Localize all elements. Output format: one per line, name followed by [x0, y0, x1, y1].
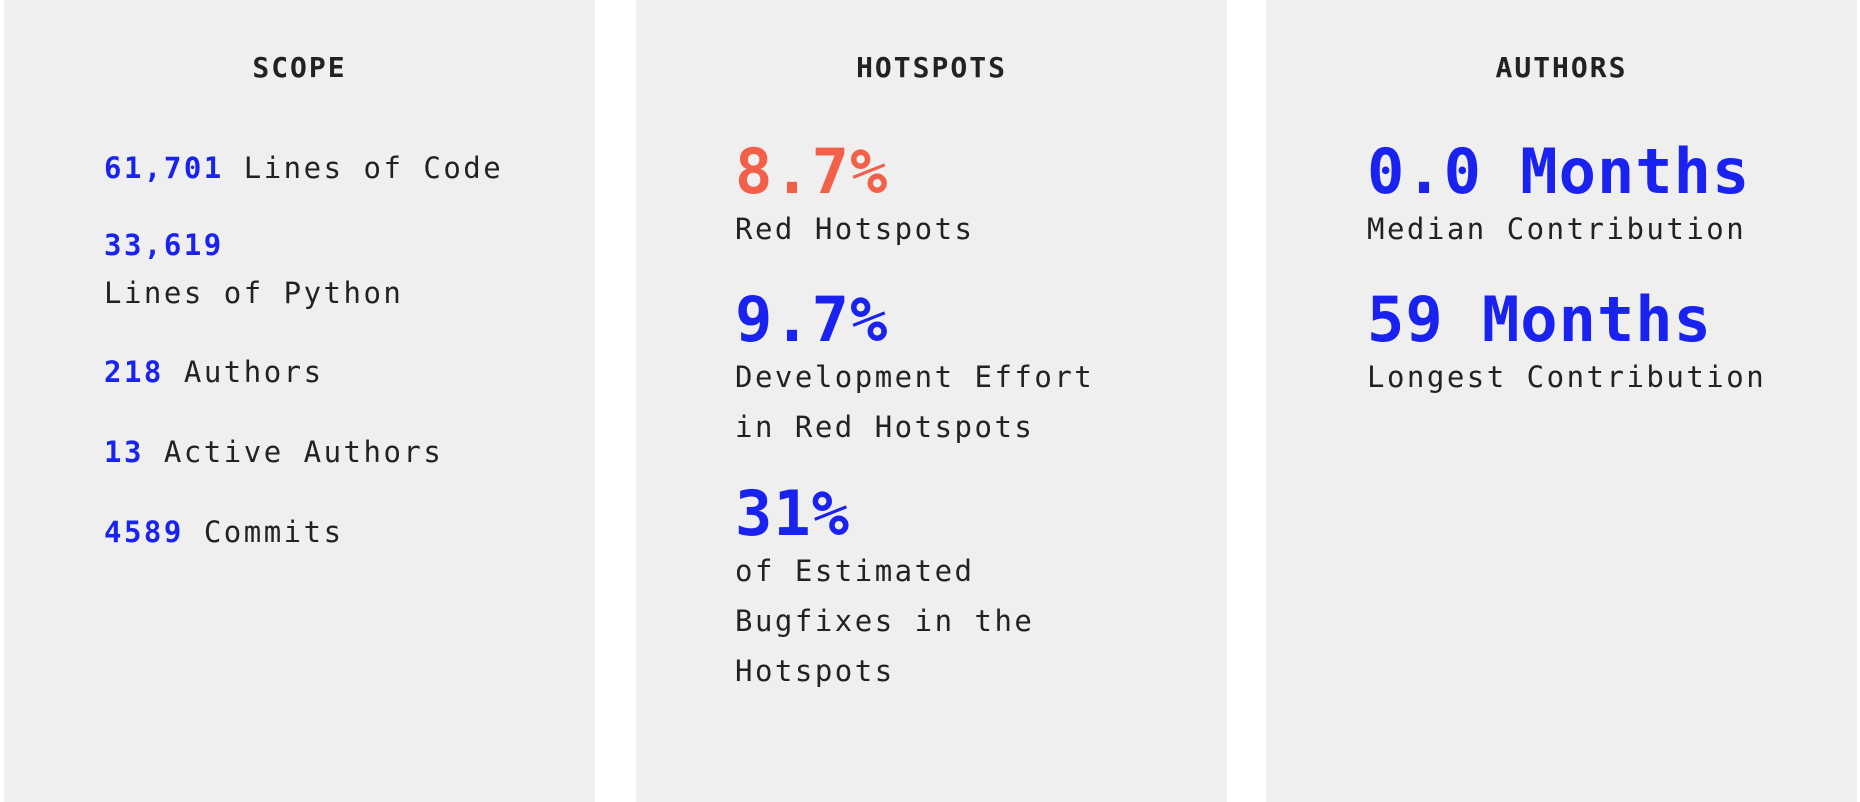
hotspots-title: HOTSPOTS [856, 51, 1007, 84]
metric-label: in Red Hotspots [735, 410, 1035, 444]
scope-value: 218 [104, 355, 164, 389]
scope-item-active-authors: 13 Active Authors [104, 428, 443, 476]
scope-item-lines-of-code: 61,701 Lines of Code [104, 144, 503, 192]
metric-value: 9.7% [735, 283, 889, 356]
authors-panel: AUTHORS 0.0 Months Median Contribution 5… [1266, 0, 1857, 802]
scope-label: Lines of Code [243, 151, 504, 185]
scope-value: 4589 [104, 515, 184, 549]
scope-value: 33,619 [104, 228, 224, 262]
scope-item-lines-of-python-label: Lines of Python [104, 269, 403, 317]
metric-value: 59 Months [1367, 283, 1712, 356]
metric-value: 8.7% [735, 135, 889, 208]
scope-item-lines-of-python-value: 33,619 [104, 221, 224, 269]
scope-label: Lines of Python [104, 276, 404, 310]
metric-median-contribution: 0.0 Months Median Contribution [1367, 140, 1750, 254]
scope-label: Authors [183, 355, 324, 389]
scope-value: 13 [104, 435, 144, 469]
scope-label: Commits [203, 515, 344, 549]
metric-label: Longest Contribution [1367, 360, 1767, 394]
scope-label: Active Authors [163, 435, 444, 469]
scope-title: SCOPE [252, 51, 347, 84]
scope-item-authors: 218 Authors [104, 348, 324, 396]
scope-panel: SCOPE 61,701 Lines of Code 33,619 Lines … [4, 0, 595, 802]
hotspots-panel: HOTSPOTS 8.7% Red Hotspots 9.7% Developm… [636, 0, 1227, 802]
metric-development-effort: 9.7% Development Effort in Red Hotspots [735, 288, 1094, 452]
metric-label: Bugfixes in the [735, 604, 1035, 638]
metric-label: Hotspots [735, 654, 895, 688]
metric-value: 31% [735, 477, 850, 550]
scope-item-commits: 4589 Commits [104, 508, 344, 556]
metric-red-hotspots: 8.7% Red Hotspots [735, 140, 975, 254]
metric-value: 0.0 Months [1367, 135, 1751, 208]
metric-label: Red Hotspots [735, 212, 975, 246]
metric-label: Median Contribution [1367, 212, 1747, 246]
metric-estimated-bugfixes: 31% of Estimated Bugfixes in the Hotspot… [735, 482, 1034, 696]
metric-label: of Estimated [735, 554, 975, 588]
authors-title: AUTHORS [1495, 51, 1628, 84]
scope-value: 61,701 [104, 151, 224, 185]
metric-label: Development Effort [735, 360, 1095, 394]
metric-longest-contribution: 59 Months Longest Contribution [1367, 288, 1766, 402]
